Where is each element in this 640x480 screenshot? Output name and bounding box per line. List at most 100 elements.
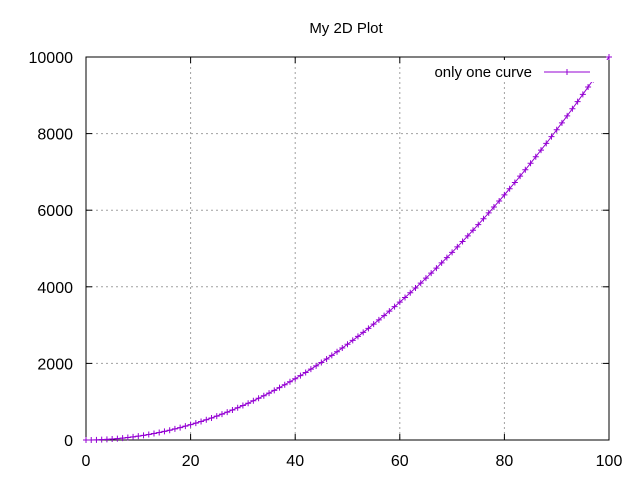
data-point bbox=[386, 308, 393, 315]
data-point bbox=[245, 400, 252, 407]
data-point bbox=[135, 433, 142, 440]
data-point bbox=[297, 372, 304, 379]
data-point bbox=[171, 425, 178, 432]
data-point bbox=[328, 352, 335, 359]
data-point bbox=[276, 384, 283, 391]
data-point bbox=[266, 390, 273, 397]
data-point bbox=[470, 227, 477, 234]
data-point bbox=[213, 413, 220, 420]
legend-marker bbox=[564, 69, 570, 75]
data-point bbox=[161, 428, 168, 435]
x-axis: 0 20 40 60 80 100 bbox=[82, 57, 623, 470]
data-point bbox=[109, 436, 116, 443]
y-tick-label: 0 bbox=[64, 433, 73, 450]
data-point bbox=[538, 147, 545, 154]
data-point bbox=[496, 197, 503, 204]
data-point bbox=[260, 392, 267, 399]
data-point bbox=[360, 329, 367, 336]
data-point bbox=[585, 84, 592, 91]
data-point bbox=[501, 191, 508, 198]
data-point bbox=[323, 355, 330, 362]
y-tick-label: 6000 bbox=[37, 203, 73, 220]
data-point bbox=[517, 173, 524, 180]
data-point bbox=[119, 435, 126, 442]
data-point bbox=[177, 424, 184, 431]
data-point bbox=[124, 434, 131, 441]
data-point bbox=[569, 105, 576, 112]
data-point bbox=[281, 381, 288, 388]
series-line bbox=[85, 56, 610, 441]
data-point bbox=[103, 436, 110, 443]
data-point bbox=[532, 153, 539, 160]
data-point bbox=[208, 414, 215, 421]
data-point bbox=[402, 294, 409, 301]
grid bbox=[86, 57, 609, 440]
data-point bbox=[480, 215, 487, 222]
data-point bbox=[412, 284, 419, 291]
data-point bbox=[381, 312, 388, 319]
data-point bbox=[396, 299, 403, 306]
data-point bbox=[522, 166, 529, 173]
data-point bbox=[553, 126, 560, 133]
series-layer bbox=[83, 54, 612, 443]
data-point bbox=[558, 119, 565, 126]
data-point bbox=[407, 289, 414, 296]
data-point bbox=[166, 427, 173, 434]
data-point bbox=[365, 325, 372, 332]
data-point bbox=[286, 378, 293, 385]
data-point bbox=[459, 238, 466, 245]
data-point bbox=[438, 259, 445, 266]
data-point bbox=[234, 404, 241, 411]
data-point bbox=[391, 303, 398, 310]
data-point bbox=[156, 429, 163, 436]
data-point bbox=[145, 431, 152, 438]
data-point bbox=[375, 316, 382, 323]
data-point bbox=[229, 406, 236, 413]
data-point bbox=[255, 395, 262, 402]
data-point bbox=[318, 359, 325, 366]
data-point bbox=[198, 418, 205, 425]
data-point bbox=[88, 436, 95, 443]
data-point bbox=[433, 265, 440, 272]
y-axis: 0 2000 4000 6000 8000 10000 bbox=[29, 50, 609, 450]
data-point bbox=[506, 185, 513, 192]
data-point bbox=[579, 91, 586, 98]
data-point bbox=[114, 435, 121, 442]
data-point bbox=[349, 337, 356, 344]
data-point bbox=[98, 436, 105, 443]
data-point bbox=[182, 423, 189, 430]
data-point bbox=[250, 397, 257, 404]
data-point bbox=[564, 112, 571, 119]
x-tick-label: 0 bbox=[82, 453, 91, 470]
data-point bbox=[140, 432, 147, 439]
legend-background bbox=[418, 60, 608, 82]
data-point bbox=[464, 232, 471, 239]
data-point bbox=[93, 436, 100, 443]
data-point bbox=[239, 402, 246, 409]
data-point bbox=[339, 345, 346, 352]
y-tick-label: 2000 bbox=[37, 356, 73, 373]
data-point bbox=[187, 421, 194, 428]
x-tick-label: 80 bbox=[496, 453, 514, 470]
data-point bbox=[224, 409, 231, 416]
data-point bbox=[417, 280, 424, 287]
plot-border bbox=[85, 56, 610, 441]
data-point bbox=[490, 203, 497, 210]
x-tick-label: 100 bbox=[596, 453, 623, 470]
data-point bbox=[344, 341, 351, 348]
data-point bbox=[428, 270, 435, 277]
y-tick-label: 4000 bbox=[37, 280, 73, 297]
data-point bbox=[130, 433, 137, 440]
data-point bbox=[422, 275, 429, 282]
data-point bbox=[292, 375, 299, 382]
data-point bbox=[443, 254, 450, 261]
data-point bbox=[354, 333, 361, 340]
data-point bbox=[370, 321, 377, 328]
data-point bbox=[271, 387, 278, 394]
data-point bbox=[334, 348, 341, 355]
y-tick-label: 10000 bbox=[29, 50, 74, 67]
data-point bbox=[83, 437, 89, 443]
data-point bbox=[218, 411, 225, 418]
data-point bbox=[527, 160, 534, 167]
data-point bbox=[548, 133, 555, 140]
